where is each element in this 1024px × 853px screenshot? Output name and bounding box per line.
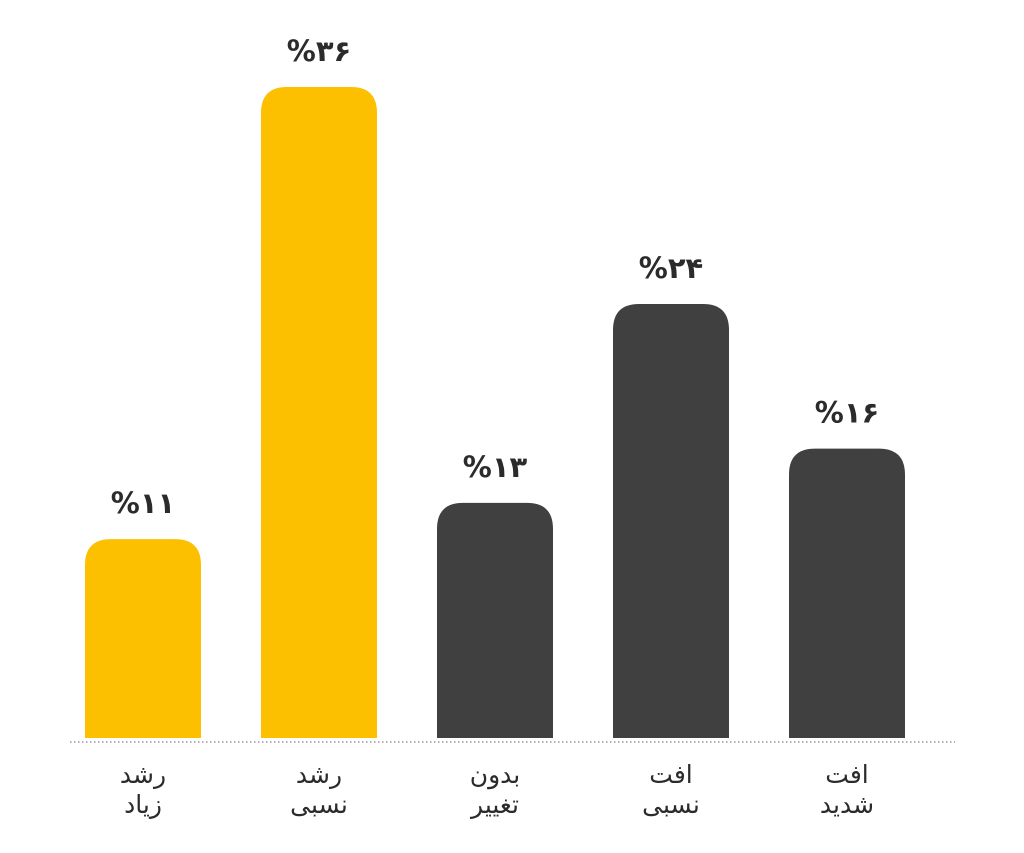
category-label-4-line-2: نسبی: [642, 790, 700, 819]
value-label-5: %۱۶: [815, 396, 879, 430]
value-label-1: %۱۱: [111, 486, 175, 520]
category-label-3-line-2: تغییر: [469, 790, 519, 819]
category-label-1-line-2: زیاد: [124, 790, 162, 819]
category-label-2-line-1: رشد: [296, 760, 342, 789]
bar-2: [261, 87, 377, 738]
category-label-4-line-1: افت: [649, 760, 692, 789]
category-label-2-line-2: نسبی: [290, 790, 348, 819]
category-label-5-line-1: افت: [825, 760, 868, 789]
value-label-4: %۲۴: [639, 251, 703, 285]
bar-5: [789, 448, 905, 738]
category-label-3-line-1: بدون: [470, 760, 521, 790]
value-label-3: %۱۳: [463, 450, 528, 484]
category-label-5-line-2: شدید: [820, 790, 874, 819]
value-label-2: %۳۶: [287, 34, 351, 68]
bar-1: [85, 539, 201, 738]
bars-group: [85, 87, 905, 738]
value-labels-group: %۱۱ %۳۶ %۱۳ %۲۴ %۱۶: [111, 34, 879, 520]
bar-3: [437, 502, 553, 738]
category-label-1-line-1: رشد: [120, 760, 166, 789]
bar-4: [613, 304, 729, 738]
